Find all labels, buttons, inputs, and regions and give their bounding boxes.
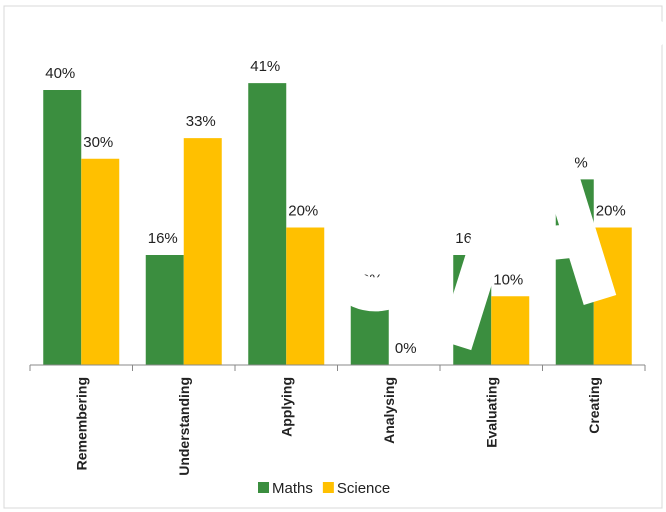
bar bbox=[183, 138, 222, 365]
legend-label: Maths bbox=[272, 480, 313, 497]
x-tick-label: Creating bbox=[586, 377, 602, 434]
x-tick-label: Analysing bbox=[381, 377, 397, 444]
bar bbox=[43, 90, 82, 365]
value-label: 10% bbox=[493, 271, 523, 288]
bar bbox=[248, 83, 287, 365]
bar bbox=[81, 158, 120, 365]
value-label: 20% bbox=[596, 203, 626, 220]
x-tick-label: Understanding bbox=[176, 377, 192, 476]
legend-swatch bbox=[258, 482, 269, 493]
value-label: 30% bbox=[83, 134, 113, 151]
x-tick-label: Remembering bbox=[73, 377, 89, 470]
value-label: 33% bbox=[186, 113, 216, 130]
bar bbox=[491, 296, 530, 365]
value-label: 41% bbox=[250, 58, 280, 75]
watermark bbox=[586, 9, 666, 106]
bar bbox=[286, 227, 325, 365]
watermark bbox=[438, 73, 617, 351]
value-label: 0% bbox=[395, 340, 417, 357]
value-label: 16% bbox=[148, 230, 178, 247]
value-label: 20% bbox=[288, 203, 318, 220]
value-label: 40% bbox=[45, 65, 75, 82]
x-tick-label: Evaluating bbox=[483, 377, 499, 448]
legend-label: Science bbox=[337, 480, 390, 497]
watermark bbox=[328, 86, 442, 312]
x-tick-label: Applying bbox=[278, 377, 294, 437]
bar bbox=[145, 255, 184, 365]
legend-swatch bbox=[322, 482, 334, 493]
